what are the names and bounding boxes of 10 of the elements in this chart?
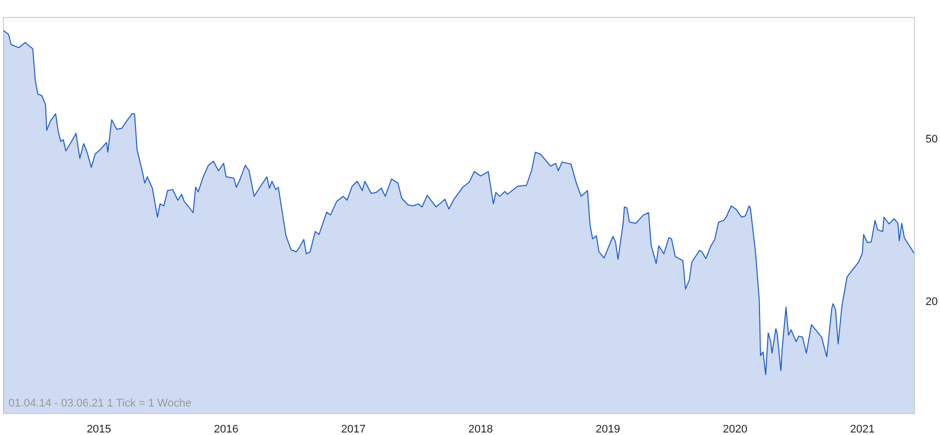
annotation: 01.04.14 - 03.06.21 1 Tick = 1 Woche	[8, 398, 192, 410]
x-tick-label: 2019	[596, 424, 620, 435]
x-tick-label: 2018	[468, 424, 493, 435]
y-tick-label: 50	[926, 134, 938, 146]
x-tick-label: 2016	[214, 424, 238, 435]
x-tick-label: 2021	[850, 424, 875, 435]
x-tick-label: 2015	[86, 424, 112, 435]
y-tick-label: 20	[926, 296, 938, 308]
x-tick-label: 2020	[722, 424, 748, 435]
x-tick-label: 2017	[341, 424, 366, 435]
